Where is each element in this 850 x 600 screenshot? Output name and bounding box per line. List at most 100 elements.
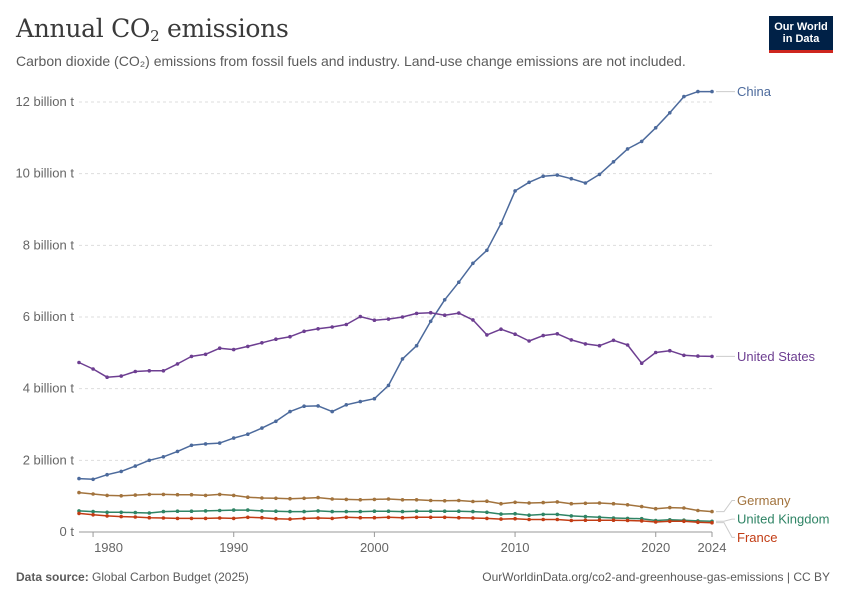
data-point [639, 519, 644, 523]
data-point [611, 338, 616, 343]
data-point [414, 343, 419, 348]
data-point [682, 353, 686, 358]
data-point [485, 499, 489, 504]
data-point [161, 492, 166, 497]
data-point [710, 520, 714, 525]
data-point [231, 436, 236, 440]
data-point [541, 517, 545, 522]
source-url[interactable]: OurWorldinData.org/co2-and-greenhouse-ga… [482, 570, 830, 584]
data-point [499, 501, 503, 506]
y-tick-label: 12 billion t [15, 94, 74, 109]
data-point [105, 514, 109, 518]
y-tick-label: 8 billion t [23, 237, 75, 252]
data-point [499, 512, 503, 516]
data-point [597, 515, 602, 520]
data-point [442, 509, 447, 513]
data-point [513, 189, 517, 193]
x-tick-label: 2020 [641, 540, 670, 555]
data-point [105, 510, 109, 515]
data-point [133, 493, 138, 497]
owid-logo[interactable]: Our World in Data [769, 16, 833, 53]
data-point [386, 497, 391, 501]
y-tick-label: 10 billion t [15, 166, 74, 181]
series-label-united-kingdom: United Kingdom [737, 512, 830, 527]
data-point [541, 500, 545, 505]
data-point [457, 515, 461, 520]
data-point [541, 174, 545, 178]
series-line-united-states [78, 311, 713, 378]
data-point [583, 518, 588, 522]
data-point [119, 374, 123, 378]
data-point [597, 518, 602, 522]
data-point [189, 509, 194, 513]
data-point [457, 280, 461, 285]
series-line-united-kingdom [78, 509, 713, 523]
data-point [442, 499, 447, 503]
data-point [527, 513, 531, 517]
logo-line-2: in Data [782, 33, 820, 45]
data-point [555, 500, 560, 504]
data-point [372, 396, 377, 401]
data-point [246, 508, 250, 512]
data-point [513, 500, 517, 505]
data-point [330, 497, 335, 501]
data-point [274, 419, 278, 424]
data-point [372, 497, 377, 502]
data-point [428, 319, 433, 324]
data-source: Data source: Global Carbon Budget (2025) [16, 570, 249, 584]
chart-subtitle: Carbon dioxide (CO₂) emissions from foss… [16, 53, 686, 69]
data-point [569, 518, 574, 523]
data-point [358, 509, 363, 514]
data-point [653, 126, 658, 130]
data-point [583, 342, 588, 346]
data-point [274, 337, 278, 342]
data-point [316, 509, 320, 513]
data-point [203, 352, 208, 357]
data-point [77, 476, 81, 481]
data-point [541, 333, 545, 338]
data-point [569, 338, 574, 342]
data-point [246, 515, 250, 520]
data-point [428, 509, 433, 513]
data-point [288, 517, 292, 521]
series-label-france: France [737, 530, 777, 545]
data-point [189, 492, 194, 497]
data-point [358, 498, 363, 502]
data-point [597, 501, 602, 505]
data-point [288, 509, 292, 514]
data-point [119, 510, 123, 515]
data-point [105, 472, 109, 477]
data-point [485, 510, 489, 515]
data-point [555, 173, 560, 177]
data-point [203, 493, 208, 498]
data-point [485, 516, 489, 521]
data-point [696, 508, 700, 513]
data-point [260, 496, 264, 500]
data-point [386, 509, 391, 513]
data-point [133, 515, 138, 519]
data-point [569, 176, 574, 181]
data-point [344, 322, 349, 327]
y-tick-label: 2 billion t [23, 452, 75, 467]
data-point [91, 492, 95, 496]
series-line-france [78, 512, 713, 524]
data-point [119, 514, 123, 519]
data-point [527, 180, 531, 185]
data-point [569, 501, 574, 506]
data-point [653, 350, 658, 355]
data-point [471, 499, 475, 504]
data-point [133, 510, 138, 515]
data-point [471, 261, 475, 266]
data-point [386, 383, 391, 388]
data-point [302, 509, 306, 514]
x-tick-label: 2000 [360, 540, 389, 555]
data-point [302, 404, 306, 409]
data-point [260, 515, 264, 520]
data-point [513, 511, 517, 516]
data-point [499, 221, 503, 226]
data-point [344, 497, 349, 502]
data-point [175, 362, 180, 366]
data-point [288, 409, 292, 414]
data-point [316, 327, 320, 331]
data-point [527, 517, 531, 522]
